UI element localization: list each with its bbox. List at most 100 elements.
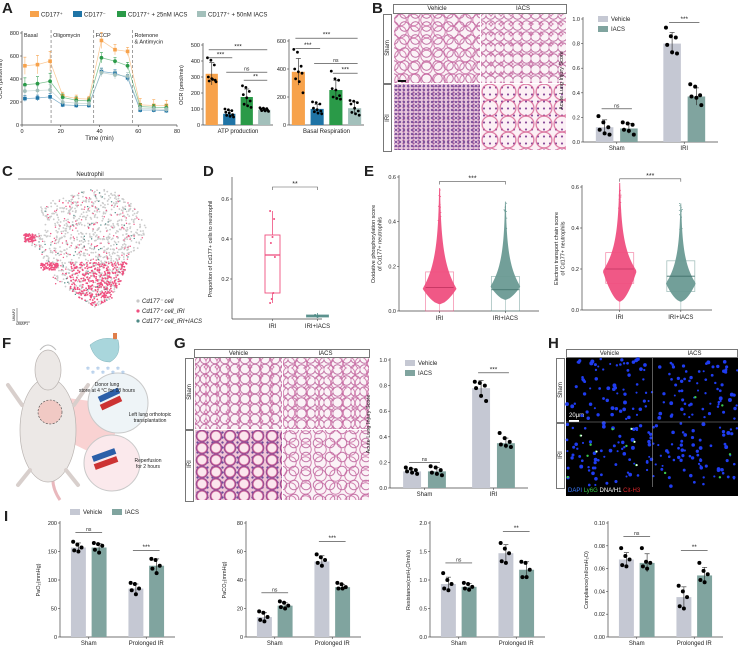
data-point bbox=[474, 386, 479, 391]
umap-point bbox=[61, 232, 63, 235]
violin bbox=[422, 188, 457, 305]
umap-point bbox=[116, 251, 119, 254]
nucleus bbox=[681, 398, 685, 402]
umap-point bbox=[46, 255, 49, 258]
umap-point bbox=[122, 215, 124, 218]
umap-point bbox=[40, 234, 42, 237]
nucleus bbox=[593, 461, 597, 465]
umap-point bbox=[112, 291, 114, 293]
umap-point bbox=[88, 224, 91, 226]
data-point bbox=[339, 582, 344, 587]
legend-swatch bbox=[73, 11, 82, 17]
outlier-point bbox=[504, 206, 506, 208]
data-point bbox=[267, 110, 270, 113]
umap-point bbox=[65, 222, 68, 225]
nucleus bbox=[671, 430, 675, 435]
data-point bbox=[97, 550, 102, 555]
data-point bbox=[413, 468, 418, 473]
umap-point bbox=[92, 233, 95, 236]
y-tick-label: 0.6 bbox=[571, 185, 579, 191]
data-point bbox=[320, 112, 324, 116]
umap-point bbox=[120, 246, 123, 248]
umap-point bbox=[101, 272, 103, 275]
nucleus bbox=[722, 410, 726, 414]
umap-point bbox=[62, 256, 65, 259]
data-point bbox=[149, 556, 154, 561]
umap-point bbox=[96, 238, 99, 241]
x-tick-label: Basal Respiration bbox=[303, 129, 350, 135]
umap-point bbox=[28, 233, 31, 235]
nucleus bbox=[725, 459, 729, 463]
umap-point bbox=[23, 234, 25, 237]
umap-point bbox=[96, 256, 99, 259]
data-point bbox=[627, 557, 632, 562]
bar bbox=[663, 43, 681, 142]
umap-point bbox=[80, 239, 83, 242]
umap-point bbox=[84, 279, 86, 282]
umap-point bbox=[112, 222, 115, 225]
umap-point bbox=[82, 274, 85, 277]
umap-point bbox=[56, 205, 59, 208]
x-tick-label: IRI bbox=[680, 146, 688, 152]
nucleus bbox=[683, 412, 686, 416]
umap-point bbox=[119, 268, 122, 271]
nucleus bbox=[718, 426, 722, 429]
umap-point bbox=[100, 279, 103, 282]
lung-region bbox=[37, 399, 63, 425]
nucleus bbox=[696, 389, 700, 392]
umap-point bbox=[116, 202, 118, 205]
umap-point bbox=[88, 254, 90, 256]
outlier-point bbox=[440, 196, 442, 198]
umap-point bbox=[94, 281, 97, 284]
umap-point bbox=[93, 274, 95, 277]
umap-point bbox=[98, 254, 101, 256]
umap-point bbox=[76, 253, 79, 256]
umap-point bbox=[110, 219, 112, 222]
umap-point bbox=[54, 239, 57, 241]
data-point bbox=[477, 381, 482, 386]
data-point bbox=[507, 439, 512, 444]
umap-point bbox=[118, 271, 120, 273]
umap-point bbox=[94, 235, 97, 238]
umap-point bbox=[108, 291, 111, 294]
nucleus bbox=[596, 458, 600, 462]
umap-point bbox=[48, 247, 51, 250]
umap-point bbox=[82, 195, 84, 198]
bar-chart-I_compliance: 0.000.020.040.060.080.10Compliance(ml/cm… bbox=[584, 521, 723, 647]
data-point bbox=[670, 50, 675, 55]
umap-point bbox=[57, 259, 59, 261]
umap-point bbox=[72, 288, 74, 291]
umap-point bbox=[70, 258, 73, 261]
data-point bbox=[675, 51, 680, 56]
nucleus bbox=[580, 459, 584, 463]
nucleus bbox=[605, 398, 609, 403]
x-tick-label: 80 bbox=[174, 129, 180, 135]
umap-point bbox=[91, 201, 93, 203]
umap-point bbox=[50, 241, 53, 244]
y-tick-label: 40 bbox=[237, 578, 243, 584]
nucleus bbox=[669, 484, 673, 488]
outlier-point bbox=[618, 191, 620, 193]
umap-point bbox=[49, 249, 52, 252]
significance-label: *** bbox=[468, 175, 476, 182]
umap-point bbox=[45, 262, 47, 265]
umap-point bbox=[132, 219, 135, 221]
nucleus bbox=[714, 381, 717, 385]
phase-label: & Antimycin bbox=[134, 40, 163, 46]
umap-point bbox=[104, 206, 107, 209]
data-marker bbox=[74, 101, 79, 106]
umap-point bbox=[100, 296, 103, 299]
umap-point bbox=[95, 234, 98, 237]
nucleus bbox=[621, 440, 625, 445]
umap-point bbox=[47, 206, 49, 209]
umap-point bbox=[110, 290, 113, 293]
data-point bbox=[296, 70, 300, 74]
umap-point bbox=[52, 263, 55, 265]
ly6g-signal bbox=[694, 396, 697, 399]
outlier-point bbox=[679, 205, 681, 207]
data-point bbox=[607, 132, 612, 137]
umap-point bbox=[85, 216, 88, 219]
data-point bbox=[338, 94, 341, 97]
umap-point bbox=[96, 199, 99, 202]
